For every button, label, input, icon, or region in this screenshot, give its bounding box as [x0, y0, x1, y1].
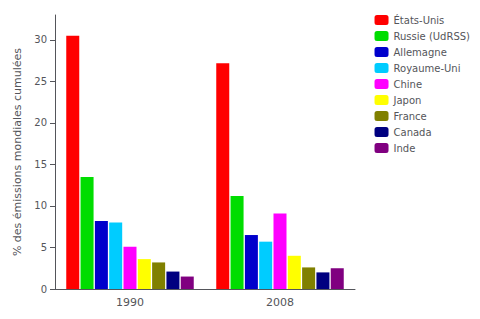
svg-text:1990: 1990 [116, 296, 144, 309]
svg-text:Allemagne: Allemagne [394, 47, 447, 58]
svg-text:5: 5 [41, 242, 47, 253]
svg-text:Canada: Canada [394, 127, 432, 138]
svg-text:0: 0 [41, 284, 47, 295]
svg-text:% des émissions mondiales cumu: % des émissions mondiales cumulées [11, 48, 24, 256]
svg-text:2008: 2008 [266, 296, 294, 309]
svg-text:20: 20 [34, 117, 47, 128]
svg-text:Russie (UdRSS): Russie (UdRSS) [394, 31, 471, 42]
svg-text:France: France [394, 111, 427, 122]
svg-text:30: 30 [34, 34, 47, 45]
svg-text:10: 10 [34, 200, 47, 211]
svg-text:15: 15 [34, 159, 47, 170]
svg-text:Japon: Japon [393, 95, 422, 106]
svg-text:Inde: Inde [394, 143, 416, 154]
svg-text:Chine: Chine [394, 79, 423, 90]
svg-text:Royaume-Uni: Royaume-Uni [394, 63, 461, 74]
svg-text:25: 25 [34, 76, 47, 87]
svg-text:États-Unis: États-Unis [394, 14, 445, 26]
